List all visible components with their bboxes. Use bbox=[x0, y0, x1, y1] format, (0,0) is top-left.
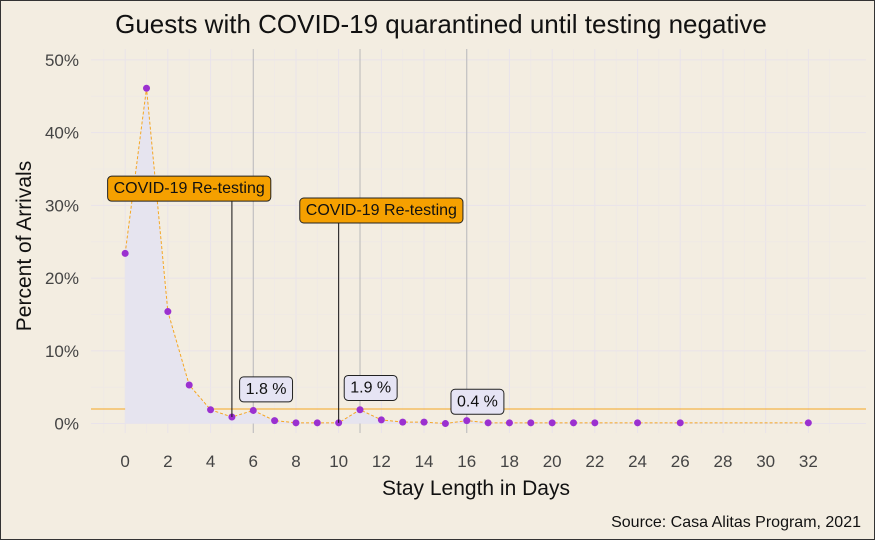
value-label-box bbox=[450, 388, 505, 415]
x-tick-label: 24 bbox=[628, 452, 647, 471]
retest-label-box bbox=[299, 197, 464, 224]
value-label-text: 1.9 % bbox=[350, 379, 391, 396]
annotations: COVID-19 Re-testing COVID-19 Re-testing 1.… bbox=[107, 175, 505, 423]
data-point bbox=[420, 418, 428, 426]
data-point bbox=[356, 406, 364, 414]
data-point bbox=[185, 381, 193, 389]
y-tick-label: 0% bbox=[54, 415, 79, 434]
data-point bbox=[399, 418, 407, 426]
data-point bbox=[804, 419, 812, 427]
value-label-text: 0.4 % bbox=[457, 393, 498, 410]
data-point bbox=[634, 419, 642, 427]
retest-label-box bbox=[107, 175, 272, 202]
grid bbox=[91, 49, 866, 433]
data-point bbox=[484, 419, 492, 427]
data-point bbox=[527, 419, 535, 427]
data-point bbox=[570, 419, 578, 427]
y-tick-labels: 0% 10% 20% 30% 40% 50% bbox=[45, 51, 79, 434]
x-tick-label: 10 bbox=[329, 452, 348, 471]
data-point bbox=[676, 419, 684, 427]
y-tick-label: 50% bbox=[45, 51, 79, 70]
y-axis-title: Percent of Arrivals bbox=[13, 161, 36, 331]
data-point bbox=[271, 417, 279, 425]
value-label-box bbox=[343, 374, 398, 401]
y-tick-label: 30% bbox=[45, 196, 79, 215]
data-point bbox=[249, 406, 257, 414]
x-tick-label: 26 bbox=[671, 452, 690, 471]
data-point bbox=[505, 419, 513, 427]
data-point bbox=[377, 416, 385, 424]
x-tick-labels: 0 2 4 6 8 10 12 14 16 18 20 22 24 26 28 30 32 bbox=[120, 452, 817, 471]
x-tick-label: 8 bbox=[291, 452, 300, 471]
x-tick-label: 12 bbox=[372, 452, 391, 471]
source-caption: Source: Casa Alitas Program, 2021 bbox=[611, 514, 861, 531]
retest-label-text: COVID-19 Re-testing bbox=[114, 180, 265, 197]
data-point bbox=[463, 417, 471, 425]
x-tick-label: 20 bbox=[543, 452, 562, 471]
x-tick-label: 28 bbox=[713, 452, 732, 471]
area-fill bbox=[125, 88, 809, 424]
chart-title: Guests with COVID-19 quarantined until t… bbox=[115, 9, 767, 39]
x-tick-label: 2 bbox=[163, 452, 172, 471]
retest-label-text: COVID-19 Re-testing bbox=[306, 202, 457, 219]
series bbox=[121, 84, 812, 428]
data-point bbox=[207, 406, 215, 414]
series-line bbox=[124, 88, 809, 425]
x-tick-label: 22 bbox=[585, 452, 604, 471]
x-tick-label: 32 bbox=[799, 452, 818, 471]
x-tick-label: 30 bbox=[756, 452, 775, 471]
y-tick-label: 40% bbox=[45, 124, 79, 143]
data-point bbox=[292, 419, 300, 427]
x-tick-label: 6 bbox=[249, 452, 258, 471]
x-tick-label: 4 bbox=[206, 452, 215, 471]
data-point bbox=[313, 419, 321, 427]
x-tick-label: 14 bbox=[415, 452, 434, 471]
x-tick-label: 0 bbox=[120, 452, 129, 471]
data-point bbox=[121, 249, 129, 257]
data-point bbox=[164, 308, 172, 316]
x-axis-title: Stay Length in Days bbox=[382, 477, 570, 500]
value-label-text: 1.8 % bbox=[246, 381, 287, 398]
reference-lines bbox=[91, 49, 866, 433]
data-point bbox=[143, 84, 151, 92]
data-point bbox=[591, 419, 599, 427]
data-point bbox=[441, 420, 449, 428]
y-tick-label: 10% bbox=[45, 342, 79, 361]
data-point bbox=[548, 419, 556, 427]
x-tick-label: 18 bbox=[500, 452, 519, 471]
x-tick-label: 16 bbox=[457, 452, 476, 471]
y-tick-label: 20% bbox=[45, 269, 79, 288]
value-label-box bbox=[239, 376, 294, 403]
